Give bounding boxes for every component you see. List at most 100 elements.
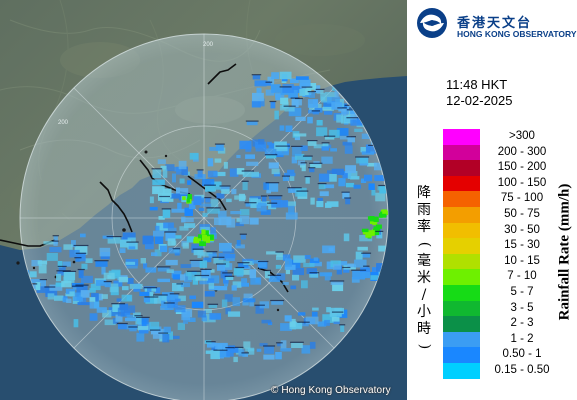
rain-echo-cell: [161, 300, 166, 308]
rain-echo-cell: [261, 319, 272, 324]
rain-echo-cell: [331, 102, 342, 110]
rain-echo-edge: [116, 322, 128, 325]
rain-echo-edge: [264, 154, 278, 156]
rain-echo-cell: [276, 252, 283, 257]
rain-echo-cell: [294, 153, 305, 160]
rain-echo-edge: [329, 280, 345, 282]
rain-echo-edge: [163, 302, 175, 304]
rain-echo-cell: [232, 281, 242, 288]
rain-echo-cell: [171, 208, 185, 213]
rain-echo-edge: [111, 303, 126, 305]
rain-echo-cell: [374, 175, 388, 182]
rain-echo-edge: [321, 142, 330, 144]
rain-echo-edge: [301, 86, 313, 88]
rain-echo-cell: [292, 146, 302, 156]
rain-echo-edge: [275, 145, 290, 147]
org-name-en: HONG KONG OBSERVATORY: [457, 29, 577, 39]
rain-echo-cell: [211, 181, 222, 187]
rain-echo-cell: [355, 251, 363, 260]
rain-echo-cell: [269, 196, 282, 200]
rain-echo-cell: [280, 323, 292, 331]
rain-echo-cell: [319, 272, 333, 277]
rain-echo-cell: [368, 183, 375, 190]
rain-echo-cell: [318, 173, 331, 182]
rain-echo-cell: [317, 197, 323, 201]
rain-echo-cell: [227, 311, 241, 317]
rain-echo-edge: [269, 100, 277, 103]
rain-echo-cell: [275, 352, 282, 360]
rain-echo-cell: [297, 312, 306, 316]
legend-title-zh-char: 降: [417, 185, 431, 201]
rain-echo-cell: [136, 332, 145, 342]
rain-echo-cell: [40, 280, 46, 287]
rain-echo-cell: [121, 294, 133, 302]
rain-echo-cell: [310, 163, 322, 168]
rain-echo-cell: [165, 164, 175, 172]
rain-echo-cell: [318, 184, 326, 190]
legend-title-zh-char: ): [416, 343, 433, 350]
legend-label: 150 - 200: [497, 161, 547, 174]
rain-echo-cell: [103, 272, 115, 280]
rain-echo-cell: [276, 255, 286, 260]
rain-echo-edge: [161, 208, 172, 210]
rain-echo-edge: [346, 117, 361, 119]
rain-echo-cell: [205, 350, 211, 354]
rain-echo-cell: [226, 198, 232, 203]
rain-echo-cell: [301, 280, 308, 289]
legend-label: 1 - 2: [510, 332, 534, 345]
rain-echo-heavy-cell: [194, 236, 198, 243]
rain-echo-cell: [289, 259, 301, 269]
rain-echo-cell: [287, 169, 295, 174]
rain-echo-edge: [251, 74, 262, 76]
rain-echo-cell: [220, 186, 230, 191]
rain-echo-cell: [261, 196, 267, 202]
rain-echo-cell: [202, 179, 215, 187]
rain-echo-cell: [43, 241, 55, 245]
rain-echo-cell: [127, 278, 134, 284]
rain-echo-cell: [322, 107, 332, 111]
rain-echo-cell: [271, 72, 279, 80]
rain-echo-cell: [118, 276, 129, 283]
rain-echo-edge: [375, 230, 384, 232]
rain-echo-cell: [321, 96, 332, 103]
rain-echo-cell: [291, 156, 298, 164]
legend-swatch: [443, 206, 480, 223]
rain-echo-cell: [275, 92, 285, 98]
rain-echo-cell: [329, 174, 337, 182]
rain-echo-cell: [125, 317, 137, 322]
rain-echo-cell: [265, 155, 277, 159]
rain-echo-cell: [226, 348, 234, 357]
rain-echo-heavy-cell: [201, 229, 206, 236]
rain-echo-edge: [265, 81, 273, 83]
rain-echo-edge: [241, 352, 249, 354]
rain-echo-cell: [290, 285, 297, 290]
legend-panel: 香港天文台 HONG KONG OBSERVATORY: [407, 0, 577, 400]
rain-echo-cell: [223, 161, 228, 169]
rain-echo-cell: [295, 76, 309, 80]
rain-echo-cell: [76, 253, 86, 259]
rain-echo-cell: [243, 269, 251, 275]
rain-echo-cell: [233, 356, 238, 363]
legend-label: 3 - 5: [510, 301, 534, 314]
rain-echo-cell: [242, 353, 248, 357]
rain-echo-cell: [29, 271, 37, 278]
legend-swatch: [443, 160, 480, 176]
org-name-zh: 香港天文台: [457, 16, 533, 31]
rain-echo-cell: [81, 275, 93, 283]
rain-echo-cell: [245, 154, 255, 159]
legend-title-zh-char: 雨: [417, 202, 431, 218]
rain-echo-cell: [273, 172, 281, 177]
rain-echo-edge: [136, 316, 150, 318]
rain-echo-cell: [274, 110, 279, 120]
rain-echo-cell: [309, 261, 322, 267]
rain-echo-heavy-cell: [382, 209, 388, 214]
rain-echo-cell: [251, 100, 261, 108]
rain-echo-cell: [316, 120, 323, 126]
rain-echo-edge: [225, 347, 235, 349]
legend-swatch: [443, 284, 480, 301]
rain-echo-cell: [347, 263, 355, 268]
legend-title-zh-char: 率: [417, 219, 431, 235]
rain-echo-cell: [198, 207, 205, 211]
rain-echo-cell: [326, 307, 331, 313]
rain-echo-cell: [160, 165, 167, 170]
